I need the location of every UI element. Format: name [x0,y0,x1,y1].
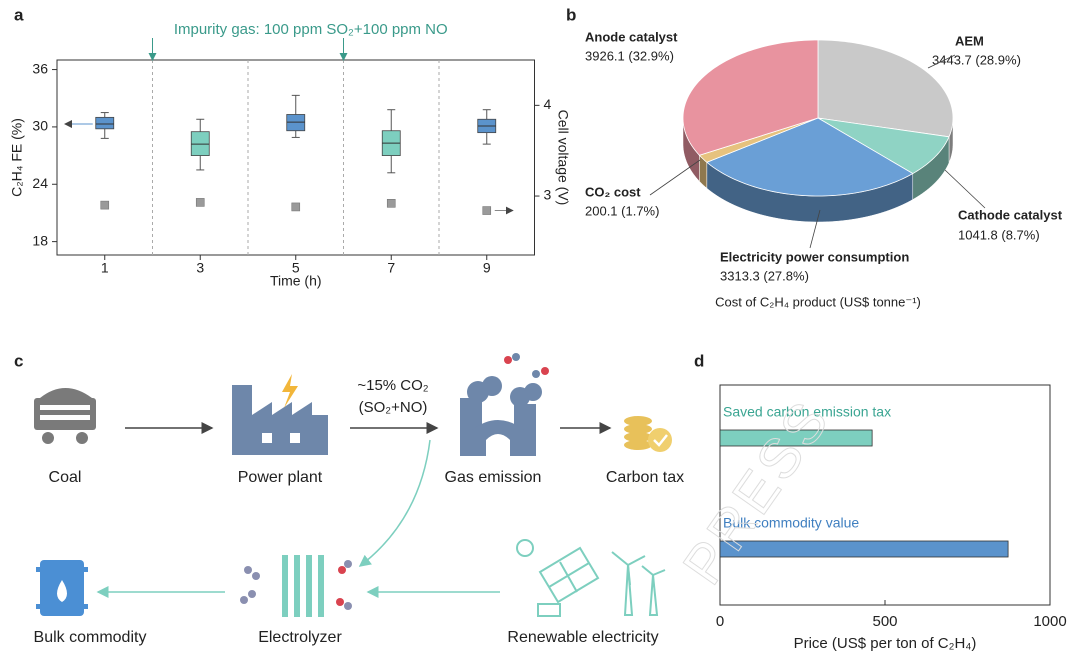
voltage-point [100,200,110,210]
leader-line [649,159,701,196]
voltage-point [291,202,301,212]
x-tick-label: 7 [387,260,395,276]
x-axis-label: Price (US$ per ton of C₂H₄) [794,635,977,652]
x-tick-label: 500 [872,613,897,630]
y2-tick-label: 4 [544,96,552,112]
x-tick-label: 1000 [1033,613,1066,630]
flow-arrows [96,422,612,598]
node-label: Gas emission [445,469,542,486]
x-tick-label: 0 [716,613,724,630]
voltage-point [195,198,205,207]
box [95,116,115,130]
slice-value: 3926.1 (32.9%) [585,48,674,63]
slice-value: 200.1 (1.7%) [585,203,659,218]
y2-axis-label: Cell voltage (V) [555,110,571,206]
slice-value: 3313.3 (27.8%) [720,268,809,283]
node-label: Renewable electricity [507,629,658,646]
x-tick-label: 1 [101,260,109,276]
y-tick-label: 24 [32,175,48,191]
bulk-commodity-icon [36,560,88,616]
panel-label: d [694,351,704,370]
node-label: Electrolyzer [258,629,342,646]
slice-name: AEM [955,33,984,48]
leader-line [944,169,986,209]
caption: Cost of C₂H₄ product (US$ tonne⁻¹) [715,294,921,309]
pie-slice [682,39,819,156]
y2-tick-label: 3 [544,187,552,203]
slice-name: Cathode catalyst [958,207,1063,222]
y-tick-label: 30 [32,118,48,134]
plot-frame [56,59,535,256]
renewable-icon [516,539,666,617]
node-label: Carbon tax [606,469,684,486]
node-label: Power plant [238,469,323,486]
pie-slice [817,117,950,175]
panel-label: b [566,5,576,24]
x-axis-label: Time (h) [270,273,322,289]
slice-value: 1041.8 (8.7%) [958,227,1040,242]
y-tick-label: 36 [32,60,48,76]
x-tick-label: 9 [483,260,491,276]
leader-line [927,54,956,69]
bar [719,429,873,447]
y-axis-label: C₂H₄ FE (%) [9,118,25,197]
flow-label: ~15% CO₂ [357,377,428,394]
slice-name: Anode catalyst [585,29,678,44]
coal-icon [34,388,96,444]
electrolyzer-icon [240,555,352,617]
pie-slice [817,39,954,138]
bar-label: Saved carbon emission tax [723,404,891,420]
node-label: Coal [49,469,82,486]
x-tick-label: 3 [196,260,204,276]
slice-name: Electricity power consumption [720,249,909,264]
gas-emission-icon [460,353,549,456]
pie-slice [706,117,914,197]
leader-line [809,209,821,249]
bar [719,540,1009,558]
bar-label: Bulk commodity value [723,515,859,531]
slice-value: 3443.7 (28.9%) [932,52,1021,67]
panel-label: a [14,5,24,24]
slice-name: CO₂ cost [585,184,641,199]
y-tick-label: 18 [32,232,48,248]
carbon-tax-icon [624,416,672,452]
annotation: Impurity gas: 100 ppm SO₂+100 ppm NO [174,21,448,38]
x-tick-label: 5 [292,260,300,276]
voltage-point [482,206,492,215]
node-label: Bulk commodity [34,629,147,646]
power-plant-icon [232,374,328,455]
flow-label: (SO₂+NO) [359,399,428,416]
panel-label: c [14,351,23,370]
voltage-point [386,199,396,208]
